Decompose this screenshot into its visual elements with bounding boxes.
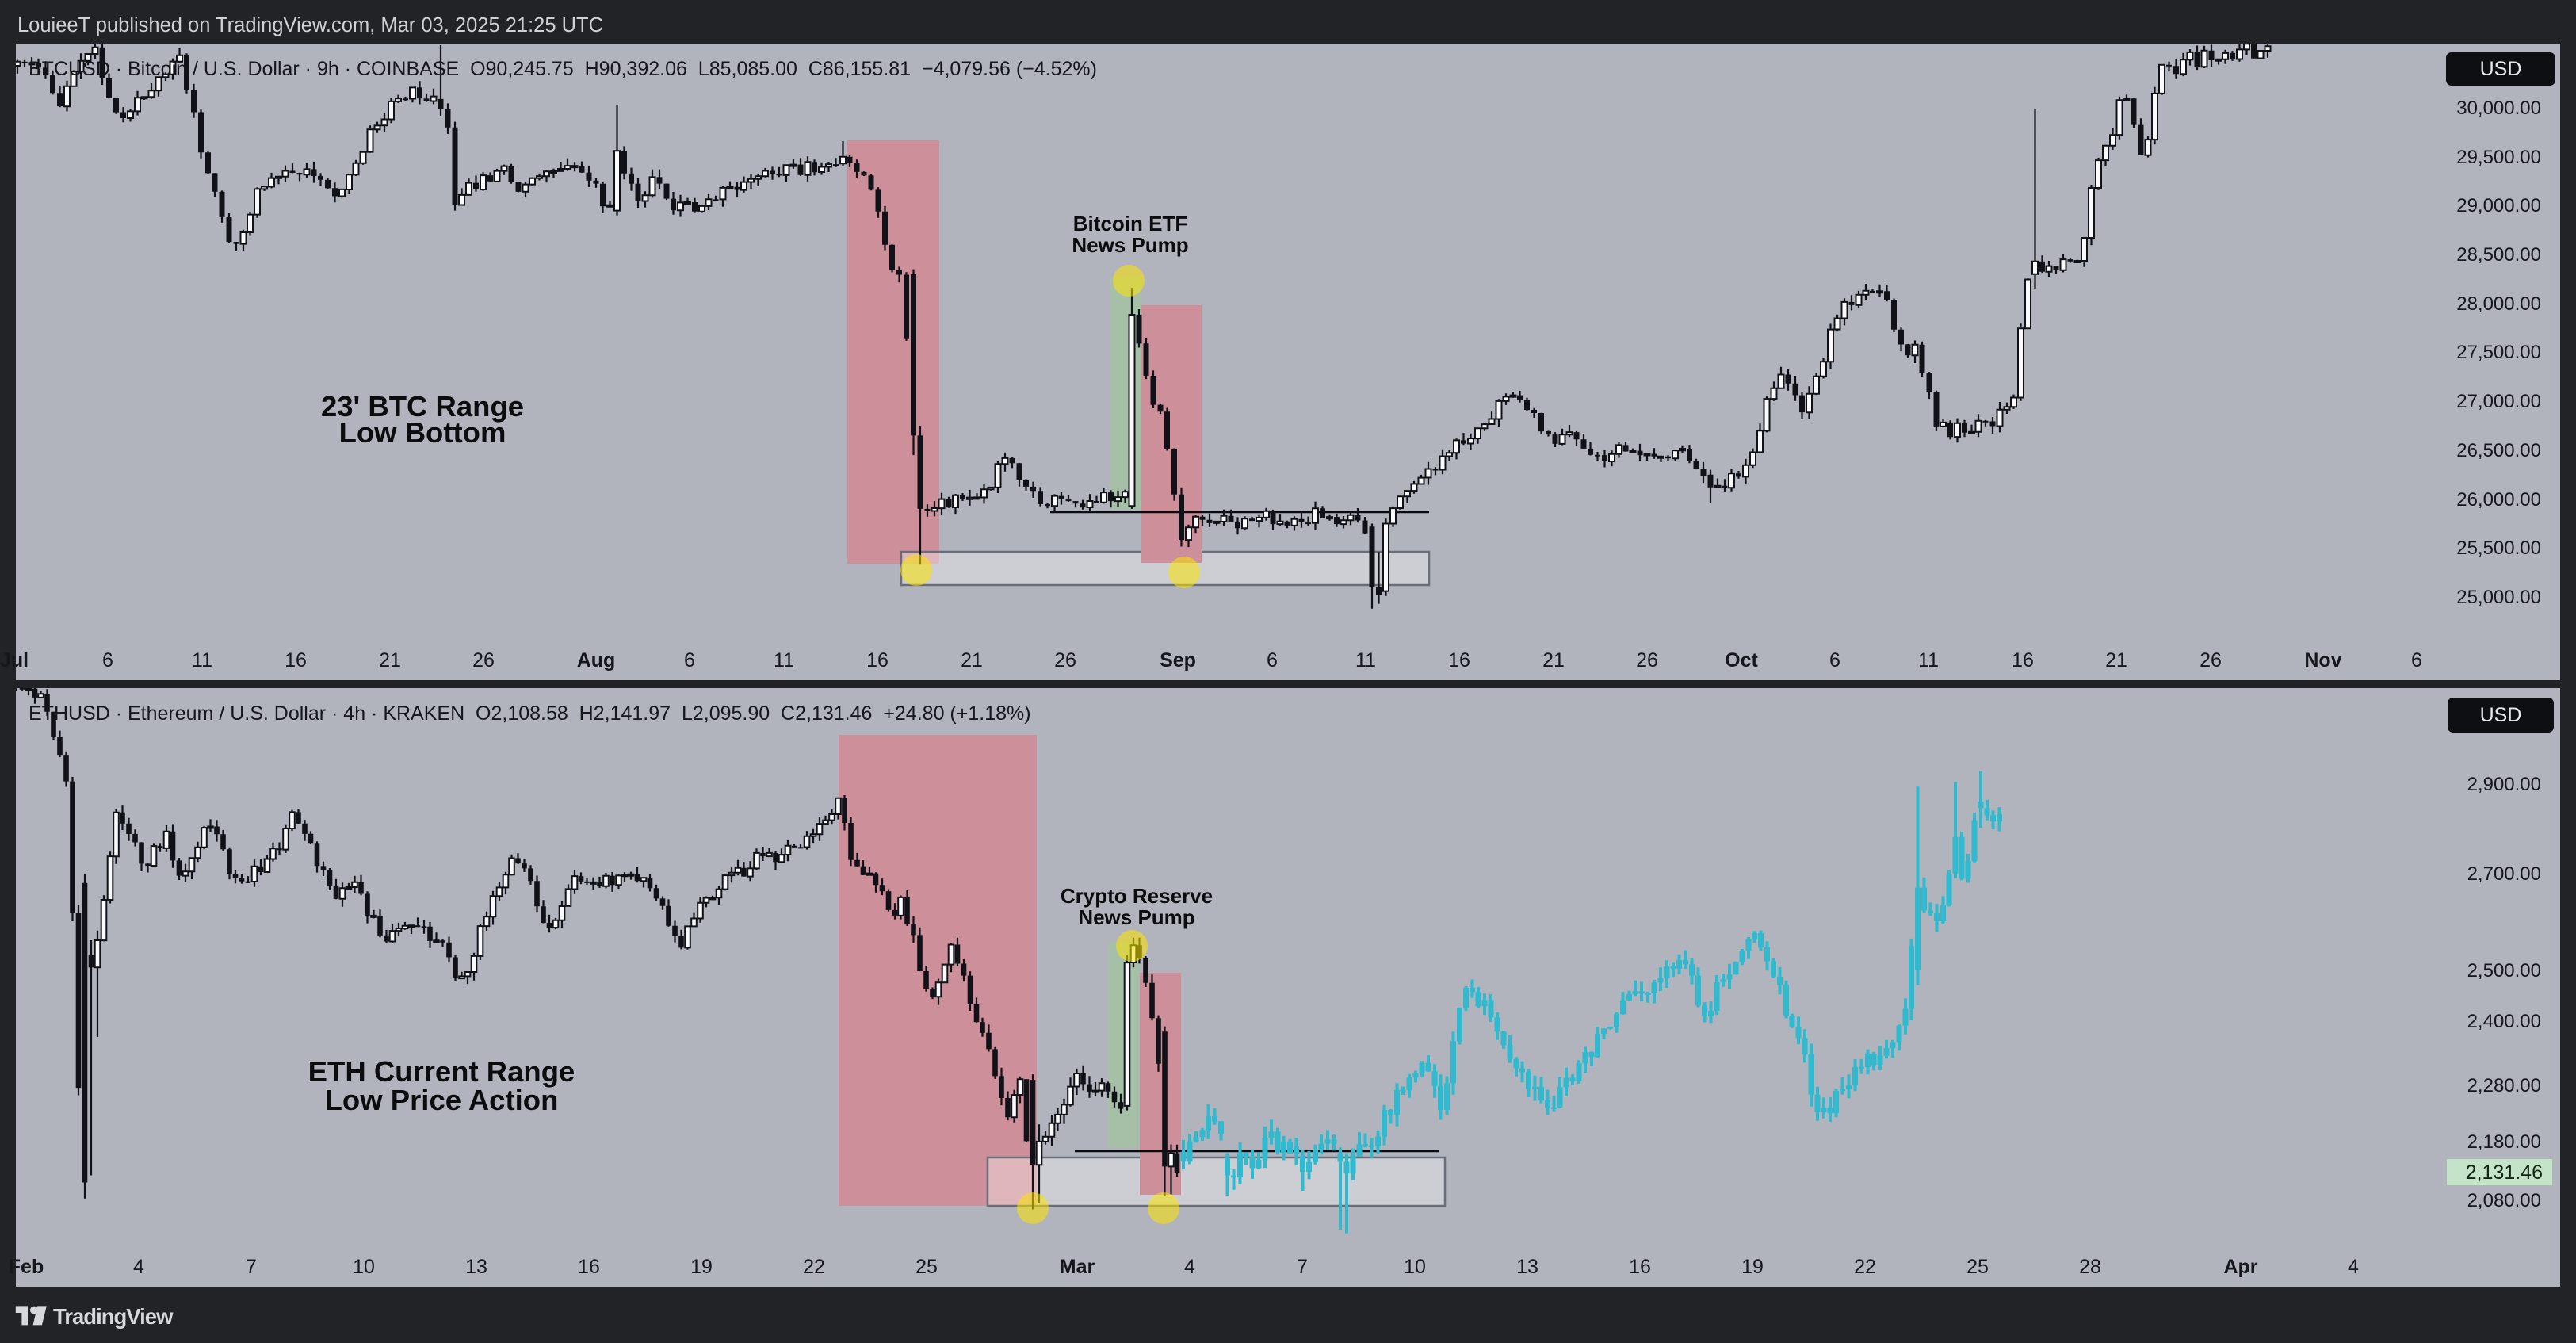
svg-text:25,500.00: 25,500.00 <box>2456 538 2541 559</box>
svg-text:26,000.00: 26,000.00 <box>2456 489 2541 511</box>
svg-text:6: 6 <box>1267 649 1278 672</box>
svg-text:21: 21 <box>2105 649 2127 672</box>
svg-text:22: 22 <box>1854 1256 1876 1278</box>
svg-text:2,500.00: 2,500.00 <box>2467 960 2541 981</box>
svg-text:6: 6 <box>102 649 113 672</box>
svg-text:29,500.00: 29,500.00 <box>2456 147 2541 168</box>
svg-text:Feb: Feb <box>9 1256 44 1278</box>
svg-text:4: 4 <box>1184 1256 1195 1278</box>
svg-text:21: 21 <box>1542 649 1565 672</box>
svg-text:USD: USD <box>2480 704 2522 726</box>
svg-text:Mar: Mar <box>1060 1256 1095 1278</box>
svg-text:19: 19 <box>690 1256 713 1278</box>
svg-text:10: 10 <box>1404 1256 1426 1278</box>
svg-text:27,000.00: 27,000.00 <box>2456 391 2541 412</box>
svg-text:2,400.00: 2,400.00 <box>2467 1011 2541 1032</box>
svg-text:Apr: Apr <box>2223 1256 2257 1278</box>
svg-text:30,000.00: 30,000.00 <box>2456 98 2541 119</box>
svg-text:13: 13 <box>465 1256 487 1278</box>
svg-text:21: 21 <box>379 649 401 672</box>
svg-text:Low Bottom: Low Bottom <box>339 416 506 449</box>
svg-text:Oct: Oct <box>1725 649 1758 672</box>
svg-text:ETH Current Range: ETH Current Range <box>308 1055 575 1088</box>
svg-text:16: 16 <box>1448 649 1470 672</box>
svg-text:19: 19 <box>1741 1256 1764 1278</box>
svg-text:Crypto Reserve: Crypto Reserve <box>1061 884 1213 908</box>
svg-text:6: 6 <box>1829 649 1840 672</box>
svg-text:11: 11 <box>774 649 794 672</box>
svg-text:28: 28 <box>2079 1256 2101 1278</box>
svg-text:28,500.00: 28,500.00 <box>2456 244 2541 266</box>
svg-text:News Pump: News Pump <box>1072 233 1188 257</box>
svg-text:11: 11 <box>192 649 212 672</box>
svg-text:Bitcoin ETF: Bitcoin ETF <box>1073 212 1187 235</box>
svg-text:ETHUSD · Ethereum / U.S. Dolla: ETHUSD · Ethereum / U.S. Dollar · 4h · K… <box>29 702 1031 725</box>
svg-text:26: 26 <box>1636 649 1658 672</box>
svg-text:LouieeT published on TradingVi: LouieeT published on TradingView.com, Ma… <box>17 14 603 36</box>
svg-text:BTCUSD · Bitcoin / U.S. Dollar: BTCUSD · Bitcoin / U.S. Dollar · 9h · CO… <box>29 58 1097 80</box>
svg-text:25: 25 <box>1966 1256 1989 1278</box>
svg-text:Sep: Sep <box>1160 649 1196 672</box>
svg-text:Low Price Action: Low Price Action <box>325 1084 559 1116</box>
svg-text:16: 16 <box>2012 649 2034 672</box>
svg-text:Aug: Aug <box>577 649 616 672</box>
svg-text:23' BTC Range: 23' BTC Range <box>321 390 524 423</box>
svg-text:28,000.00: 28,000.00 <box>2456 293 2541 315</box>
svg-text:16: 16 <box>1629 1256 1651 1278</box>
svg-text:16: 16 <box>578 1256 600 1278</box>
svg-text:6: 6 <box>2411 649 2422 672</box>
svg-text:7: 7 <box>246 1256 257 1278</box>
svg-text:Jul: Jul <box>0 649 29 672</box>
svg-text:6: 6 <box>684 649 695 672</box>
svg-text:7: 7 <box>1297 1256 1308 1278</box>
svg-text:News Pump: News Pump <box>1078 905 1194 929</box>
svg-text:2,180.00: 2,180.00 <box>2467 1131 2541 1153</box>
svg-text:26: 26 <box>2200 649 2222 672</box>
svg-text:21: 21 <box>961 649 983 672</box>
svg-text:4: 4 <box>133 1256 144 1278</box>
svg-text:11: 11 <box>1918 649 1939 672</box>
svg-text:25,000.00: 25,000.00 <box>2456 587 2541 608</box>
svg-text:2,131.46: 2,131.46 <box>2466 1161 2543 1184</box>
svg-text:2,080.00: 2,080.00 <box>2467 1190 2541 1211</box>
svg-text:Nov: Nov <box>2304 649 2341 672</box>
svg-text:26: 26 <box>472 649 495 672</box>
svg-text:10: 10 <box>353 1256 375 1278</box>
svg-text:27,500.00: 27,500.00 <box>2456 342 2541 363</box>
svg-text:16: 16 <box>285 649 307 672</box>
svg-text:USD: USD <box>2480 58 2522 80</box>
svg-text:25: 25 <box>915 1256 938 1278</box>
svg-text:4: 4 <box>2348 1256 2359 1278</box>
svg-text:16: 16 <box>866 649 889 672</box>
svg-text:26,500.00: 26,500.00 <box>2456 440 2541 461</box>
svg-text:11: 11 <box>1355 649 1376 672</box>
svg-text:26: 26 <box>1054 649 1076 672</box>
svg-text:2,700.00: 2,700.00 <box>2467 863 2541 885</box>
svg-text:2,280.00: 2,280.00 <box>2467 1075 2541 1096</box>
svg-text:2,900.00: 2,900.00 <box>2467 774 2541 795</box>
svg-text:29,000.00: 29,000.00 <box>2456 195 2541 216</box>
svg-text:22: 22 <box>803 1256 825 1278</box>
svg-text:TradingView: TradingView <box>53 1304 174 1329</box>
svg-text:13: 13 <box>1516 1256 1538 1278</box>
